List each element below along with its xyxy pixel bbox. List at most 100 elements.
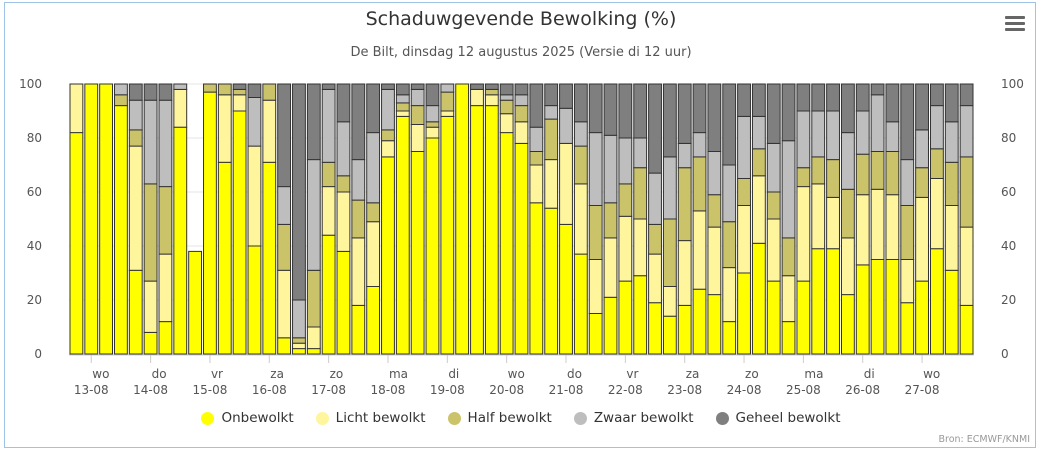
bar-segment[interactable]	[766, 142, 781, 193]
bar-segment[interactable]	[648, 253, 662, 304]
bar-segment[interactable]	[306, 326, 321, 350]
bar-segment[interactable]	[722, 321, 737, 355]
bar-segment[interactable]	[321, 234, 336, 355]
bar-segment[interactable]	[440, 115, 455, 355]
bar-segment[interactable]	[425, 121, 440, 128]
bar-segment[interactable]	[262, 83, 277, 101]
bar-segment[interactable]	[707, 226, 722, 296]
bar-segment[interactable]	[618, 183, 633, 217]
bar-segment[interactable]	[677, 142, 692, 169]
bar-segment[interactable]	[232, 110, 247, 355]
bar-segment[interactable]	[306, 83, 321, 161]
bar-segment[interactable]	[662, 218, 677, 287]
bar-segment[interactable]	[766, 218, 781, 282]
bar-segment[interactable]	[840, 132, 855, 190]
bar-segment[interactable]	[232, 83, 247, 90]
bar-segment[interactable]	[811, 248, 826, 355]
bar-segment[interactable]	[959, 304, 974, 355]
bar-segment[interactable]	[247, 97, 262, 147]
bar-segment[interactable]	[855, 153, 870, 196]
bar-segment[interactable]	[929, 248, 944, 355]
bar-segment[interactable]	[277, 83, 292, 188]
bar-segment[interactable]	[559, 223, 573, 355]
bar-segment[interactable]	[351, 304, 366, 355]
bar-segment[interactable]	[247, 145, 262, 247]
bar-segment[interactable]	[588, 259, 603, 314]
bar-segment[interactable]	[559, 83, 573, 109]
bar-segment[interactable]	[707, 83, 722, 152]
bar-segment[interactable]	[573, 145, 588, 185]
bar-segment[interactable]	[751, 83, 766, 117]
bar-segment[interactable]	[633, 137, 648, 169]
bar-segment[interactable]	[381, 156, 395, 355]
bar-segment[interactable]	[633, 83, 648, 139]
bar-segment[interactable]	[514, 105, 529, 123]
bar-segment[interactable]	[158, 99, 173, 188]
bar-segment[interactable]	[277, 269, 292, 339]
bar-segment[interactable]	[544, 83, 559, 107]
bar-segment[interactable]	[69, 83, 84, 134]
bar-segment[interactable]	[529, 126, 544, 152]
bar-segment[interactable]	[306, 348, 321, 355]
bar-segment[interactable]	[737, 83, 751, 117]
bar-segment[interactable]	[158, 186, 173, 255]
bar-segment[interactable]	[915, 129, 929, 169]
bar-segment[interactable]	[573, 83, 588, 123]
bar-segment[interactable]	[603, 237, 618, 298]
bar-segment[interactable]	[395, 83, 410, 96]
bar-segment[interactable]	[247, 83, 262, 98]
bar-segment[interactable]	[128, 129, 143, 147]
bar-segment[interactable]	[351, 237, 366, 306]
bar-segment[interactable]	[648, 83, 662, 174]
bar-segment[interactable]	[143, 83, 158, 101]
bar-segment[interactable]	[158, 321, 173, 355]
bar-segment[interactable]	[395, 94, 410, 104]
bar-segment[interactable]	[99, 83, 114, 355]
bar-segment[interactable]	[203, 91, 217, 355]
bar-segment[interactable]	[662, 83, 677, 158]
bar-segment[interactable]	[588, 205, 603, 260]
bar-segment[interactable]	[321, 88, 336, 163]
bar-segment[interactable]	[440, 83, 455, 93]
bar-segment[interactable]	[188, 250, 203, 355]
bar-segment[interactable]	[336, 250, 351, 355]
bar-segment[interactable]	[306, 269, 321, 328]
bar-segment[interactable]	[751, 242, 766, 355]
bar-segment[interactable]	[618, 215, 633, 282]
bar-segment[interactable]	[885, 259, 900, 355]
bar-segment[interactable]	[737, 205, 751, 274]
bar-segment[interactable]	[114, 83, 128, 96]
bar-segment[interactable]	[707, 194, 722, 228]
bar-segment[interactable]	[870, 259, 885, 355]
bar-segment[interactable]	[588, 132, 603, 207]
bar-segment[interactable]	[944, 269, 959, 355]
bar-segment[interactable]	[692, 83, 707, 134]
bar-segment[interactable]	[514, 94, 529, 107]
bar-segment[interactable]	[870, 94, 885, 153]
bar-segment[interactable]	[840, 188, 855, 239]
bar-segment[interactable]	[929, 148, 944, 180]
bar-segment[interactable]	[796, 186, 811, 282]
bar-segment[interactable]	[677, 167, 692, 242]
credits[interactable]: Bron: ECMWF/KNMI	[938, 434, 1031, 445]
bar-segment[interactable]	[781, 237, 796, 277]
bar-segment[interactable]	[885, 151, 900, 196]
bar-segment[interactable]	[306, 159, 321, 271]
bar-segment[interactable]	[885, 83, 900, 123]
legend-item[interactable]: Half bewolkt	[447, 410, 552, 426]
bar-segment[interactable]	[692, 210, 707, 290]
bar-segment[interactable]	[292, 83, 306, 301]
bar-segment[interactable]	[544, 118, 559, 161]
bar-segment[interactable]	[662, 156, 677, 220]
bar-segment[interactable]	[603, 83, 618, 136]
bar-segment[interactable]	[336, 175, 351, 193]
bar-segment[interactable]	[781, 83, 796, 142]
bar-segment[interactable]	[885, 121, 900, 153]
bar-segment[interactable]	[573, 253, 588, 355]
bar-segment[interactable]	[484, 83, 499, 90]
bar-segment[interactable]	[751, 148, 766, 177]
bar-segment[interactable]	[277, 186, 292, 225]
bar-segment[interactable]	[292, 299, 306, 339]
bar-segment[interactable]	[944, 121, 959, 163]
bar-segment[interactable]	[826, 83, 840, 112]
